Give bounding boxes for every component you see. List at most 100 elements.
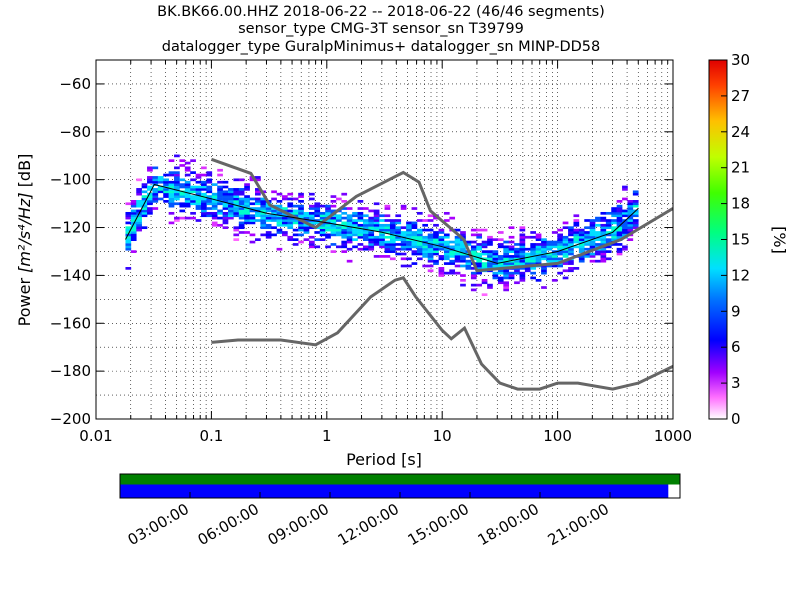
density-cell (632, 223, 639, 227)
density-cell (228, 209, 234, 213)
density-cell (519, 245, 526, 249)
density-cell (605, 257, 612, 261)
density-cell (395, 252, 402, 256)
colorbar-tick-label: 12 (731, 266, 750, 284)
noise-model-nlnm (211, 276, 673, 391)
density-cell (217, 195, 223, 198)
density-cell (136, 216, 142, 220)
density-cell (249, 219, 256, 222)
density-cell (179, 192, 186, 196)
density-cell (384, 219, 391, 222)
density-cell (476, 247, 483, 251)
density-cell (611, 235, 617, 239)
density-cell (600, 235, 607, 239)
density-cell (244, 231, 250, 234)
density-cell (330, 250, 337, 253)
density-cell (281, 197, 288, 201)
density-cell (622, 228, 628, 232)
density-cell (357, 207, 364, 210)
timeline-tick-label: 18:00:00 (475, 500, 542, 549)
density-cell (632, 221, 639, 225)
density-cell (573, 238, 580, 241)
density-cell (179, 183, 186, 186)
density-cell (201, 188, 207, 191)
density-cell (228, 214, 234, 218)
density-cell (373, 255, 380, 258)
density-cell (395, 243, 402, 246)
density-cell (433, 250, 439, 253)
density-cell (325, 214, 331, 218)
density-cell (335, 233, 342, 237)
density-cell (395, 238, 402, 241)
density-cell (255, 200, 261, 203)
density-cell (508, 259, 515, 263)
density-cell (395, 247, 402, 251)
density-cell (616, 250, 623, 253)
density-cell (190, 185, 196, 189)
density-cell (519, 259, 526, 263)
density-cell (184, 188, 191, 191)
density-cell (308, 211, 315, 215)
y-tick-label: −140 (50, 266, 91, 284)
density-cell (195, 180, 202, 184)
density-cell (228, 216, 234, 220)
density-cell (557, 264, 563, 268)
density-cell (573, 231, 580, 234)
density-cell (519, 228, 526, 232)
density-cell (470, 245, 477, 249)
density-cell (497, 238, 504, 241)
density-cell (260, 200, 267, 203)
density-cell (454, 245, 461, 249)
density-cell (454, 228, 461, 232)
density-cell (573, 228, 580, 232)
density-cell (384, 223, 391, 227)
density-cell (616, 221, 623, 225)
density-cell (443, 245, 450, 249)
density-cell (228, 200, 234, 203)
density-cell (476, 257, 483, 261)
noise-model-nhnm (210, 157, 673, 273)
density-cell (622, 247, 628, 251)
density-cell (514, 252, 520, 256)
density-cell (341, 192, 348, 196)
density-cell (319, 211, 326, 215)
time-coverage-bar: 03:00:00 06:00:00 09:00:00 12:00:00 15:00:00… (119, 473, 681, 549)
timeline-tick-label: 15:00:00 (405, 500, 472, 549)
density-cell (384, 228, 391, 232)
density-cell (136, 188, 142, 191)
density-cell (341, 245, 348, 249)
density-cell (433, 223, 439, 227)
density-cell (433, 240, 439, 244)
density-cell (568, 233, 574, 237)
colorbar-tick-label: 15 (731, 231, 750, 249)
density-cell (411, 243, 418, 246)
density-cell (503, 250, 510, 253)
density-cell (368, 226, 375, 230)
density-cell (238, 216, 245, 220)
density-cell (535, 278, 542, 282)
density-cell (443, 235, 450, 239)
density-cell (168, 221, 175, 225)
density-cell (352, 221, 358, 225)
density-cell (503, 247, 510, 251)
density-cell (443, 255, 450, 258)
density-cell (308, 245, 315, 249)
density-cell (152, 190, 159, 194)
density-cell (551, 240, 558, 244)
density-cell (174, 190, 180, 194)
density-cell (222, 219, 229, 222)
density-cell (168, 197, 175, 201)
density-cell (487, 252, 493, 256)
density-cell (449, 250, 456, 253)
density-cell (622, 209, 628, 213)
density-cell (389, 228, 396, 232)
density-cell (632, 211, 639, 215)
density-cell (465, 243, 472, 246)
density-cell (433, 245, 439, 249)
density-cell (228, 192, 234, 196)
density-cell (190, 216, 196, 220)
density-cell (163, 195, 169, 198)
density-cell (622, 231, 628, 234)
density-cell (541, 247, 547, 251)
density-cell (449, 255, 456, 258)
